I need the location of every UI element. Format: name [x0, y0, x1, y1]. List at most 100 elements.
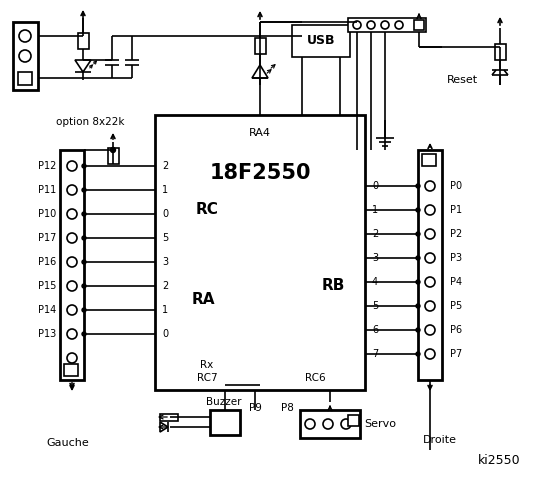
Circle shape — [425, 349, 435, 359]
Text: 18F2550: 18F2550 — [209, 163, 311, 183]
Text: Rx: Rx — [200, 360, 213, 370]
Circle shape — [416, 208, 420, 212]
Bar — [13, 22, 38, 90]
Text: ki2550: ki2550 — [478, 454, 520, 467]
Circle shape — [353, 21, 361, 29]
Bar — [348, 415, 359, 426]
Text: 1: 1 — [162, 305, 168, 315]
Text: 2: 2 — [372, 229, 378, 239]
Circle shape — [367, 21, 375, 29]
Text: 3: 3 — [162, 257, 168, 267]
Circle shape — [67, 281, 77, 291]
Circle shape — [341, 419, 351, 429]
Text: 5: 5 — [372, 301, 378, 311]
Text: P8: P8 — [280, 403, 294, 413]
Text: 6: 6 — [372, 325, 378, 335]
Text: Servo: Servo — [364, 419, 396, 429]
Circle shape — [425, 277, 435, 287]
Bar — [255, 38, 266, 54]
Circle shape — [82, 236, 86, 240]
Text: P14: P14 — [38, 305, 56, 315]
Text: P15: P15 — [38, 281, 56, 291]
Circle shape — [67, 209, 77, 219]
Bar — [495, 44, 506, 60]
Circle shape — [416, 304, 420, 308]
Circle shape — [82, 308, 86, 312]
Circle shape — [82, 260, 86, 264]
Text: 1: 1 — [162, 185, 168, 195]
Circle shape — [305, 419, 315, 429]
Polygon shape — [160, 422, 168, 432]
Circle shape — [416, 280, 420, 284]
Bar — [418, 150, 442, 380]
Circle shape — [416, 352, 420, 356]
Circle shape — [416, 328, 420, 332]
Text: 0: 0 — [162, 209, 168, 219]
Bar — [422, 154, 436, 166]
Text: P0: P0 — [450, 181, 462, 191]
Text: Reset: Reset — [446, 75, 478, 85]
Polygon shape — [75, 60, 91, 72]
Text: Gauche: Gauche — [46, 438, 90, 448]
Bar — [210, 410, 240, 435]
Text: USB: USB — [307, 35, 335, 48]
Text: 4: 4 — [372, 277, 378, 287]
Bar — [108, 148, 119, 164]
Circle shape — [67, 353, 77, 363]
Text: P12: P12 — [38, 161, 56, 171]
Text: P7: P7 — [450, 349, 462, 359]
Circle shape — [425, 205, 435, 215]
Text: P10: P10 — [38, 209, 56, 219]
Text: RC: RC — [196, 203, 218, 217]
Text: P16: P16 — [38, 257, 56, 267]
Circle shape — [425, 325, 435, 335]
Circle shape — [19, 30, 31, 42]
Circle shape — [82, 332, 86, 336]
Circle shape — [381, 21, 389, 29]
Circle shape — [425, 229, 435, 239]
Text: P1: P1 — [450, 205, 462, 215]
Circle shape — [425, 181, 435, 191]
Circle shape — [67, 257, 77, 267]
Text: P17: P17 — [38, 233, 56, 243]
Circle shape — [323, 419, 333, 429]
Circle shape — [416, 184, 420, 188]
Circle shape — [111, 147, 116, 153]
Bar — [60, 150, 84, 380]
Circle shape — [19, 50, 31, 62]
Bar — [414, 20, 424, 30]
Bar — [160, 414, 178, 421]
Circle shape — [416, 232, 420, 236]
Text: RC7: RC7 — [197, 373, 217, 383]
Text: P2: P2 — [450, 229, 462, 239]
Text: 7: 7 — [372, 349, 378, 359]
Circle shape — [67, 329, 77, 339]
Text: P9: P9 — [248, 403, 262, 413]
Text: P13: P13 — [38, 329, 56, 339]
Circle shape — [82, 284, 86, 288]
Polygon shape — [252, 65, 268, 78]
Text: P5: P5 — [450, 301, 462, 311]
Bar — [292, 25, 350, 57]
Bar — [64, 364, 78, 376]
Text: RB: RB — [321, 277, 345, 292]
Text: 3: 3 — [372, 253, 378, 263]
Text: RC6: RC6 — [305, 373, 325, 383]
Bar — [300, 410, 360, 438]
Bar — [78, 33, 89, 49]
Bar — [18, 72, 32, 85]
Circle shape — [67, 185, 77, 195]
Bar — [348, 18, 426, 32]
Text: 1: 1 — [372, 205, 378, 215]
Text: 2: 2 — [162, 161, 168, 171]
Circle shape — [425, 301, 435, 311]
Circle shape — [395, 21, 403, 29]
Bar — [155, 115, 365, 390]
Circle shape — [416, 256, 420, 260]
Text: P11: P11 — [38, 185, 56, 195]
Text: 5: 5 — [162, 233, 168, 243]
Circle shape — [67, 161, 77, 171]
Circle shape — [82, 164, 86, 168]
Text: Buzzer: Buzzer — [206, 397, 242, 407]
Text: 0: 0 — [162, 329, 168, 339]
